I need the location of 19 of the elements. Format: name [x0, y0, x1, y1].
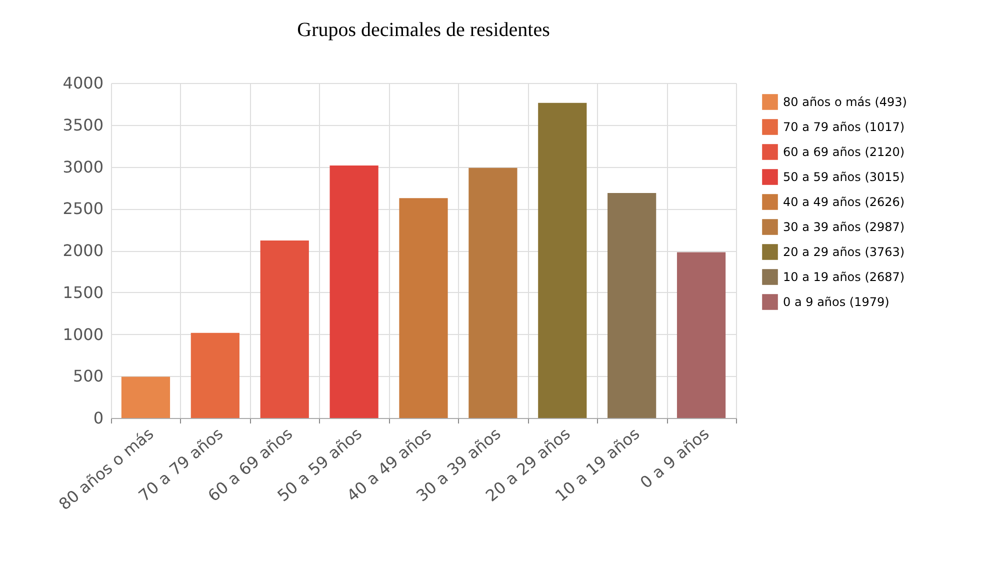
legend-label: 80 años o más (493) — [783, 95, 907, 109]
legend-label: 40 a 49 años (2626) — [783, 195, 905, 209]
legend-label: 30 a 39 años (2987) — [783, 220, 905, 234]
y-tick-label: 500 — [72, 366, 104, 386]
legend-label: 10 a 19 años (2687) — [783, 270, 905, 284]
y-tick-label: 2000 — [62, 241, 104, 260]
y-tick-label: 3000 — [62, 157, 104, 176]
legend-label: 70 a 79 años (1017) — [783, 120, 905, 134]
y-tick-label: 2500 — [62, 199, 104, 218]
y-tick-label: 0 — [93, 408, 104, 428]
y-tick-label: 1000 — [62, 324, 104, 344]
legend-label: 60 a 69 años (2120) — [783, 145, 905, 159]
legend-label: 50 a 59 años (3015) — [783, 170, 905, 184]
chart-title: Grupos decimales de residentes — [297, 19, 550, 41]
legend-label: 20 a 29 años (3763) — [783, 245, 905, 259]
y-tick-label: 3500 — [62, 115, 104, 134]
y-tick-label: 1500 — [62, 282, 104, 302]
legend-label: 0 a 9 años (1979) — [783, 295, 890, 309]
y-tick-label: 4000 — [62, 74, 104, 92]
